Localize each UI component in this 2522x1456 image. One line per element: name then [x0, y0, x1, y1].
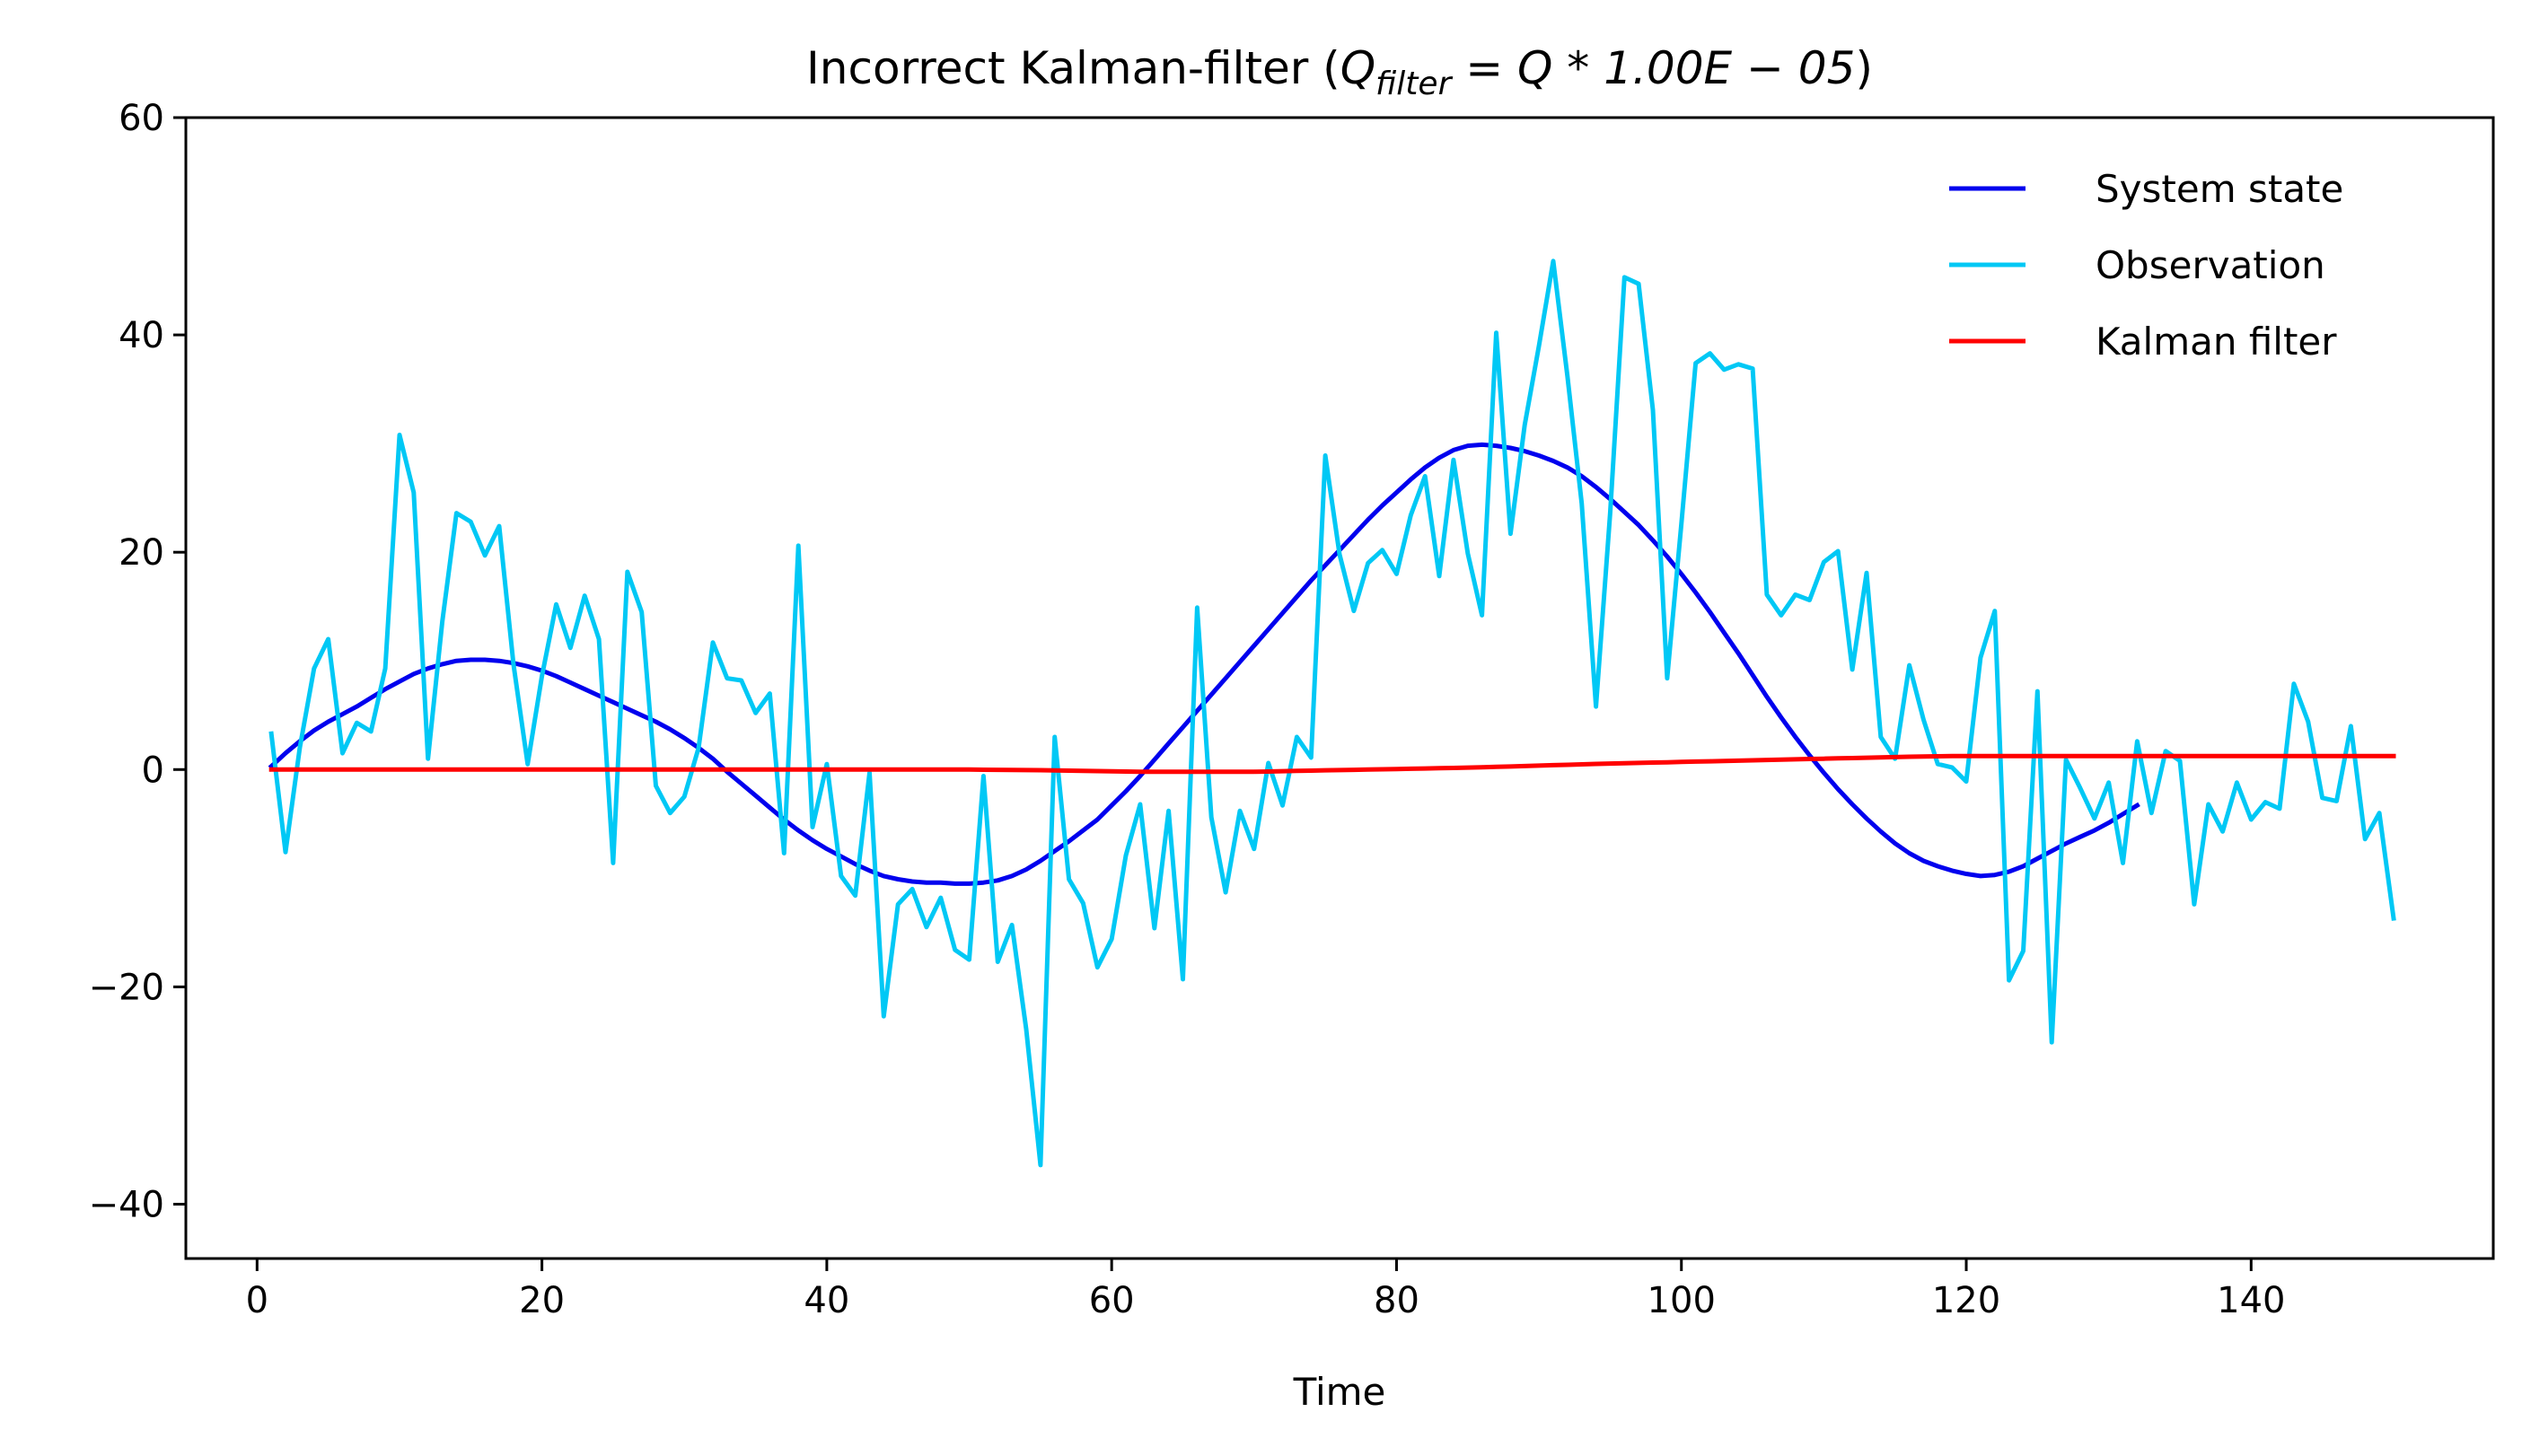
x-tick-label: 140 — [2217, 1280, 2285, 1321]
y-axis-ticks: −40 −20 0 20 40 60 — [89, 98, 186, 1225]
x-tick-label: 120 — [1932, 1280, 2000, 1321]
y-tick-label: 40 — [119, 315, 164, 356]
legend-label-system-state: System state — [2096, 167, 2343, 211]
y-tick-label: −40 — [89, 1184, 164, 1225]
y-tick-label: 60 — [119, 98, 164, 139]
title-subscript: filter — [1375, 66, 1454, 102]
chart-title: Incorrect Kalman-filter (Qfilter = Q * 1… — [806, 42, 1873, 102]
title-prefix: Incorrect Kalman-filter ( — [806, 42, 1340, 94]
x-axis-ticks: 0 20 40 60 80 100 120 140 — [246, 1259, 2285, 1321]
x-tick-label: 40 — [804, 1280, 849, 1321]
y-tick-label: 20 — [119, 532, 164, 574]
x-tick-label: 60 — [1089, 1280, 1135, 1321]
series-line-observation — [268, 259, 2396, 1168]
y-tick-label: −20 — [89, 967, 164, 1008]
x-axis-label: Time — [1293, 1370, 1386, 1414]
legend-label-kalman-filter: Kalman filter — [2096, 320, 2337, 364]
legend-label-observation: Observation — [2096, 243, 2325, 287]
series-line-kalman-filter — [268, 753, 2396, 775]
title-equation: = Q * 1.00E − 05 — [1451, 42, 1855, 94]
plot-frame — [184, 116, 2495, 1260]
y-tick-label: 0 — [142, 750, 164, 791]
x-tick-label: 0 — [246, 1280, 268, 1321]
x-tick-label: 100 — [1648, 1280, 1716, 1321]
title-suffix: ) — [1855, 42, 1873, 94]
x-tick-label: 20 — [519, 1280, 565, 1321]
legend: System state Observation Kalman filter — [1949, 167, 2343, 364]
x-tick-label: 80 — [1374, 1280, 1419, 1321]
title-q: Q — [1340, 42, 1375, 94]
plot-lines — [268, 259, 2396, 1168]
